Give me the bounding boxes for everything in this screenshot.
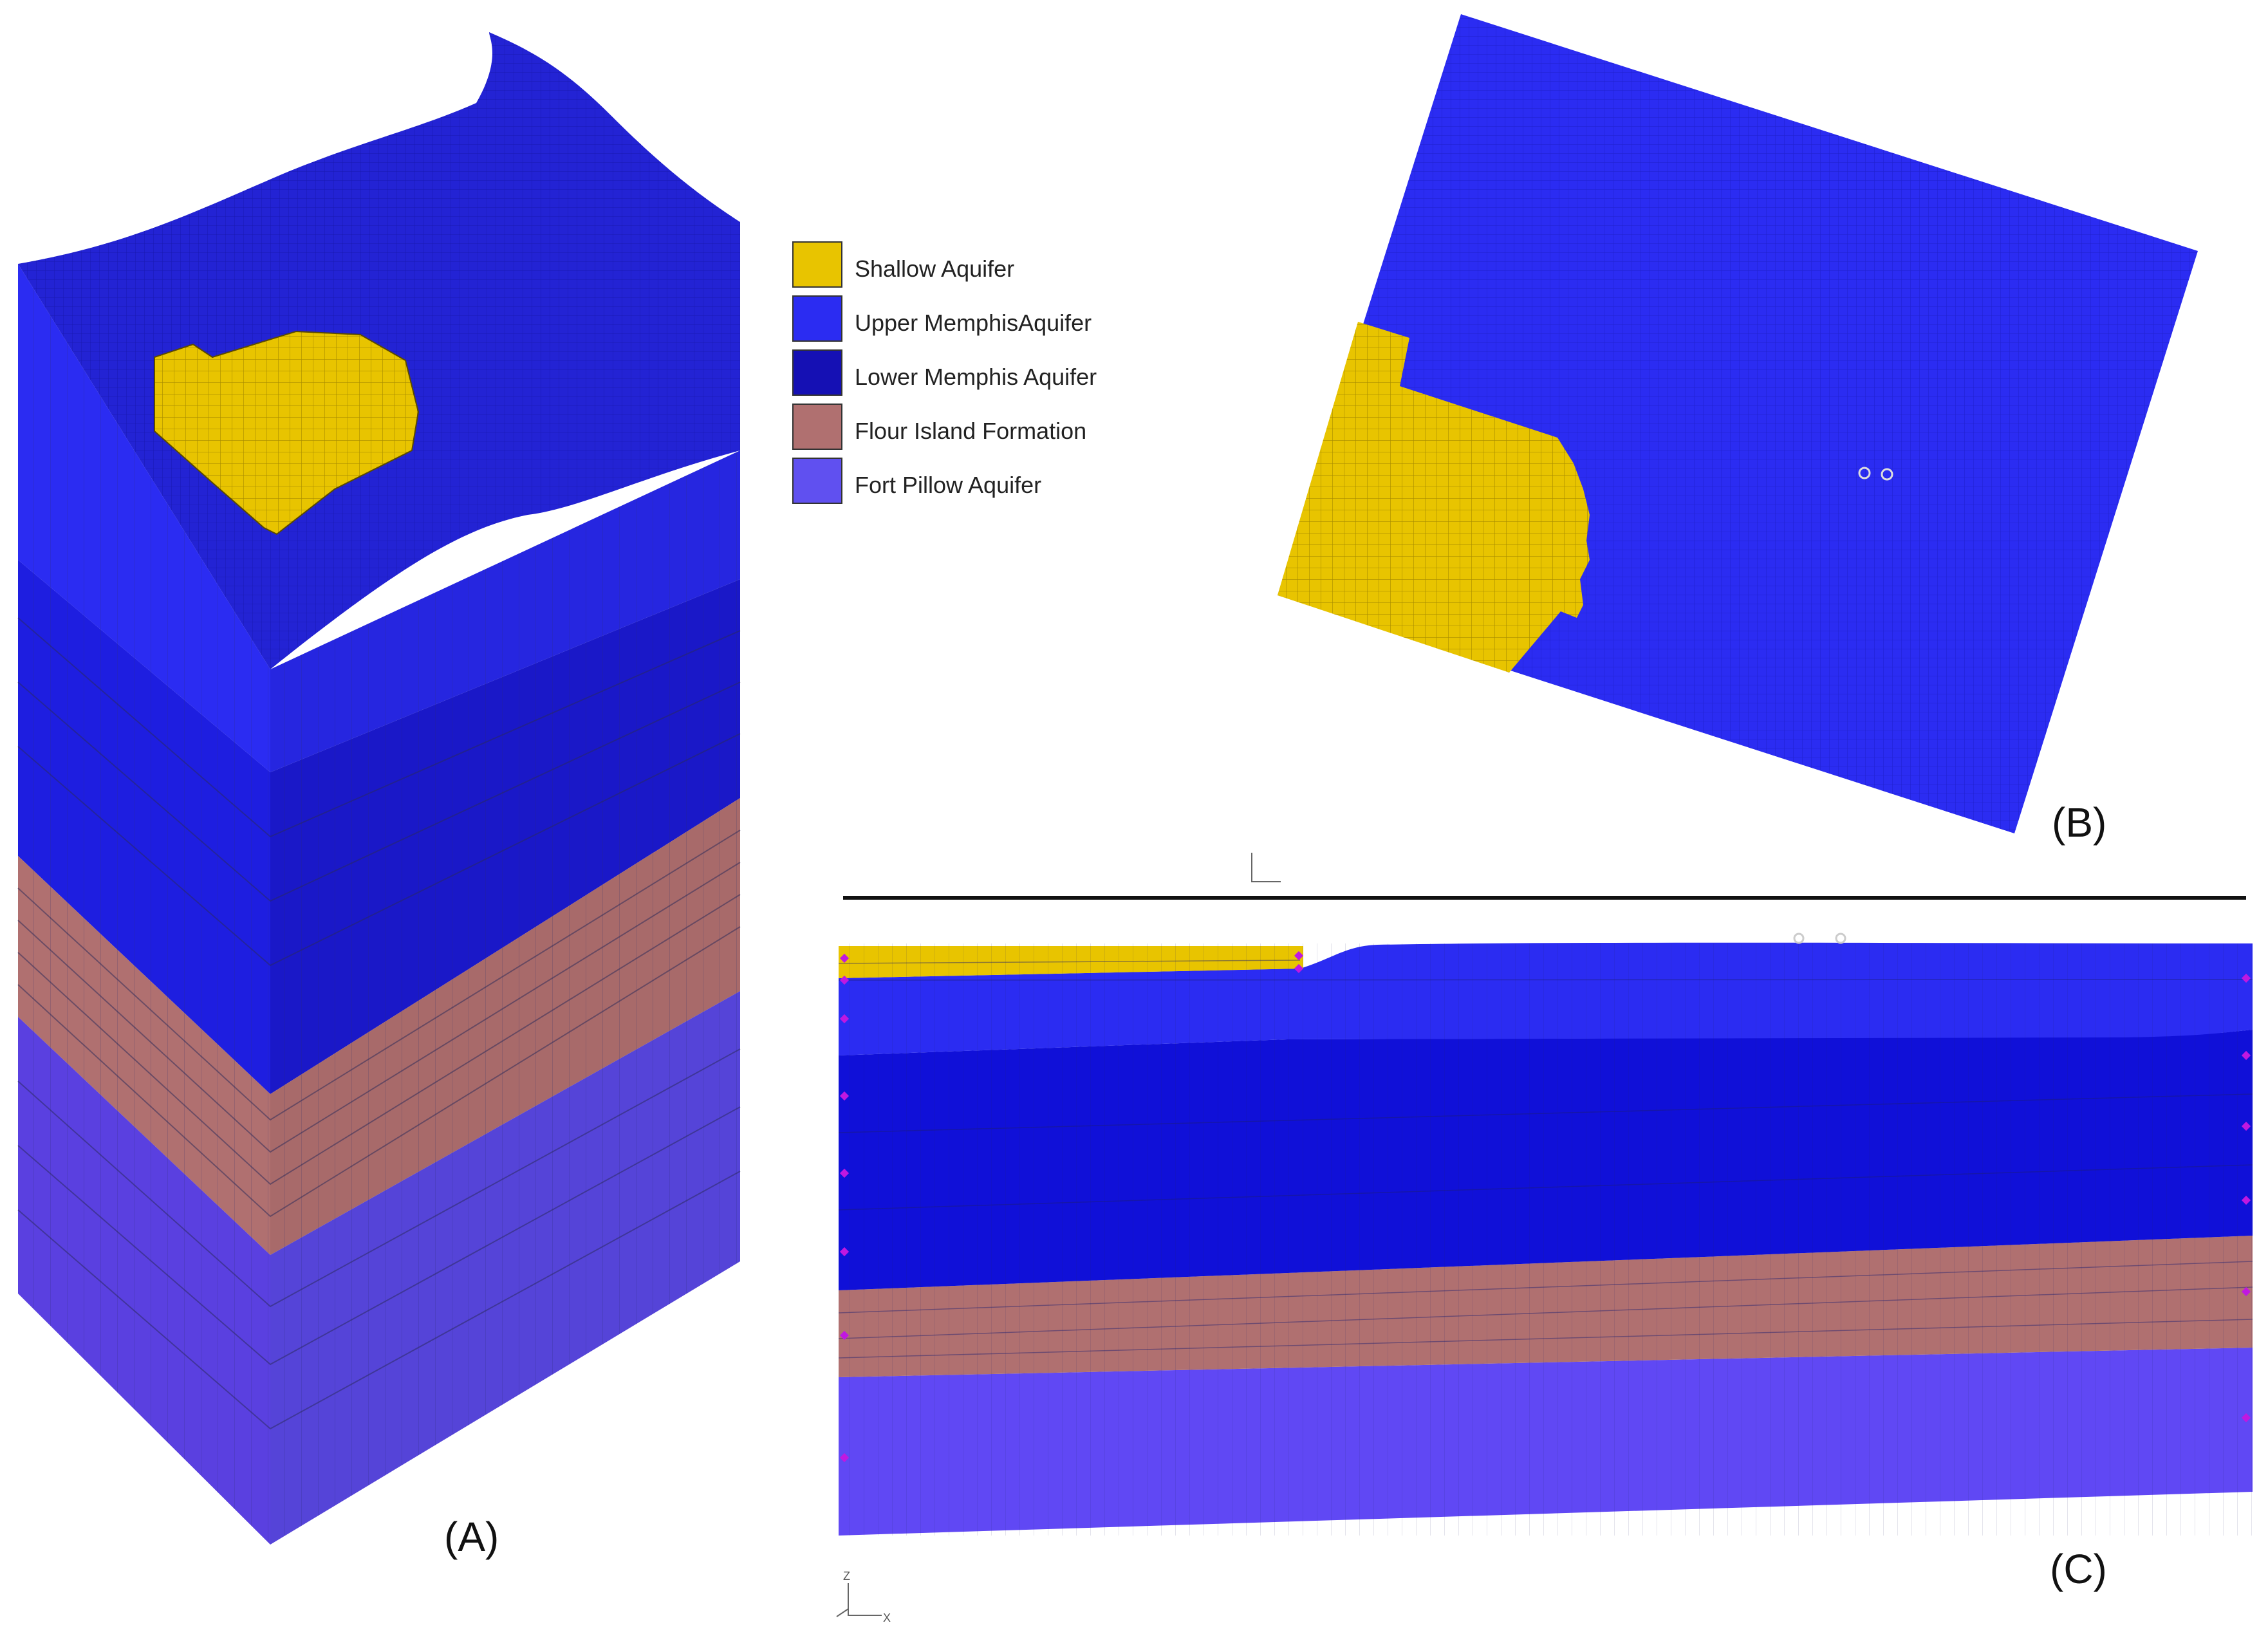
- axis-z-label: Z: [843, 1570, 850, 1583]
- legend-item-upper-memphis: Upper MemphisAquifer: [792, 295, 1092, 342]
- panel-c-label: (C): [2050, 1546, 2107, 1592]
- legend-swatch-upper-memphis: [792, 295, 842, 342]
- panel-b-well-2: [1881, 468, 1893, 481]
- legend-item-flour-island: Flour Island Formation: [792, 404, 1086, 450]
- panel-a-label: (A): [444, 1514, 499, 1560]
- legend-label-upper-memphis: Upper MemphisAquifer: [855, 310, 1092, 336]
- legend-swatch-flour-island: [792, 404, 842, 450]
- legend-label-lower-memphis: Lower Memphis Aquifer: [855, 364, 1097, 390]
- legend-item-fort-pillow: Fort Pillow Aquifer: [792, 458, 1041, 504]
- panel-b-plan-view: [1278, 14, 2198, 833]
- axis-triad-bottom: Z X: [836, 1570, 891, 1624]
- legend-item-shallow-aquifer: Shallow Aquifer: [792, 241, 1014, 288]
- legend-swatch-lower-memphis: [792, 349, 842, 396]
- panel-c-cross-section: [838, 933, 2253, 1536]
- panel-b-label: (B): [2052, 799, 2106, 846]
- legend-swatch-shallow-aquifer: [792, 241, 842, 288]
- legend-swatch-fort-pillow: [792, 458, 842, 504]
- legend-label-flour-island: Flour Island Formation: [855, 418, 1086, 444]
- panel-b-well-1: [1858, 467, 1871, 479]
- legend-label-fort-pillow: Fort Pillow Aquifer: [855, 472, 1041, 498]
- legend-label-shallow-aquifer: Shallow Aquifer: [855, 255, 1014, 282]
- axis-x-label: X: [883, 1611, 891, 1624]
- legend-item-lower-memphis: Lower Memphis Aquifer: [792, 349, 1097, 396]
- panel-a-3d-model: [17, 32, 741, 1545]
- legend: Shallow Aquifer Upper MemphisAquifer Low…: [792, 241, 1097, 504]
- axis-triad-top: [1251, 853, 1281, 882]
